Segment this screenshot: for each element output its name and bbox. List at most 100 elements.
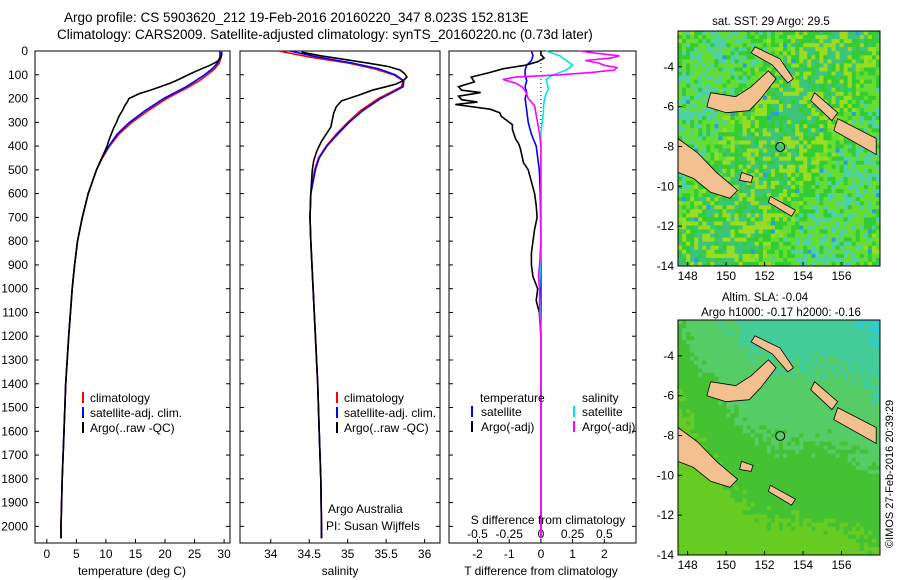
map-cell (819, 241, 824, 247)
map-cell (770, 35, 776, 40)
legend-s-argo-label: Argo(-adj) (582, 420, 635, 434)
map-cell (718, 63, 723, 68)
map-cell (742, 83, 748, 89)
map-cell (754, 324, 760, 329)
map-cell (762, 453, 768, 459)
map-cell (847, 449, 853, 455)
map-cell (807, 132, 812, 137)
map-cell (859, 112, 865, 117)
map-cell (839, 241, 845, 247)
map-cell (843, 63, 849, 68)
map-cell (718, 124, 723, 129)
map-cell (847, 237, 853, 243)
map-cell (851, 156, 857, 162)
map-cell (791, 107, 796, 113)
map-cell (678, 261, 683, 267)
map-cell (843, 112, 849, 117)
map-cell (714, 368, 719, 374)
map-cell (871, 209, 877, 214)
map-cell (847, 249, 853, 255)
map-cell (867, 112, 873, 117)
map-cell (875, 193, 881, 198)
map-cell (702, 99, 707, 105)
map-cell (867, 332, 873, 337)
map-cell (694, 392, 699, 398)
map-cell (811, 55, 816, 60)
map-cell (774, 413, 780, 418)
map-cell (823, 332, 828, 337)
map-cell (839, 43, 845, 48)
map-cell (758, 229, 764, 234)
map-cell (867, 197, 873, 202)
map-cell (758, 245, 764, 251)
map-cell (694, 237, 699, 243)
map-cell (738, 144, 744, 149)
map-cell (787, 51, 792, 56)
map-cell (686, 99, 691, 105)
map-cell (871, 340, 877, 345)
map-cell (710, 51, 715, 56)
map-cell (750, 39, 756, 44)
map-cell (779, 324, 784, 329)
map-cell (791, 140, 796, 145)
map-cell (851, 356, 857, 361)
map-cell (795, 372, 800, 378)
map-cell (787, 184, 792, 190)
map-cell (855, 388, 861, 394)
map-cell (827, 164, 832, 170)
map-cell (742, 241, 748, 247)
map-cell (770, 453, 776, 459)
map-cell (770, 172, 776, 178)
map-cell (851, 95, 857, 101)
map-cell (811, 364, 816, 370)
map-cell (710, 31, 715, 36)
map-cell (758, 396, 764, 402)
map-cell (819, 71, 824, 76)
map-cell (726, 332, 731, 337)
map-cell (783, 233, 788, 239)
map-cell (738, 233, 744, 239)
map-cell (843, 409, 849, 414)
map-cell (750, 461, 756, 467)
map-cell (722, 225, 727, 230)
map-cell (831, 392, 836, 398)
map-cell (791, 413, 796, 418)
map-cell (742, 413, 748, 418)
map-cell (710, 83, 715, 89)
map-cell (819, 209, 824, 214)
map-cell (847, 376, 853, 382)
map-cell (783, 43, 788, 48)
map-cell (770, 417, 776, 422)
map-cell (859, 388, 865, 394)
map-cell (823, 39, 828, 44)
map-cell (682, 417, 687, 422)
map-cell (795, 55, 800, 60)
map-cell (698, 372, 703, 378)
map-cell (682, 116, 687, 121)
map-cell (750, 425, 756, 430)
map-cell (742, 425, 748, 430)
map-cell (730, 449, 735, 455)
map-cell (875, 180, 881, 186)
map-cell (811, 209, 816, 214)
map-cell (774, 449, 780, 455)
map-cell (746, 249, 752, 255)
map-cell (871, 249, 877, 255)
map-cell (811, 168, 816, 174)
map-cell (823, 95, 828, 101)
map-cell (726, 364, 731, 370)
map-cell (863, 184, 869, 190)
map-cell (843, 221, 849, 226)
map-cell (847, 99, 853, 105)
map-cell (831, 429, 836, 434)
map-cell (815, 193, 820, 198)
map-cell (758, 168, 764, 174)
map-cell (839, 364, 845, 370)
map-cell (758, 164, 764, 170)
map-cell (750, 107, 756, 113)
map-cell (678, 324, 683, 329)
map-cell (766, 457, 772, 463)
map-cell (811, 164, 816, 170)
map-cell (702, 253, 707, 259)
map-cell (702, 140, 707, 145)
